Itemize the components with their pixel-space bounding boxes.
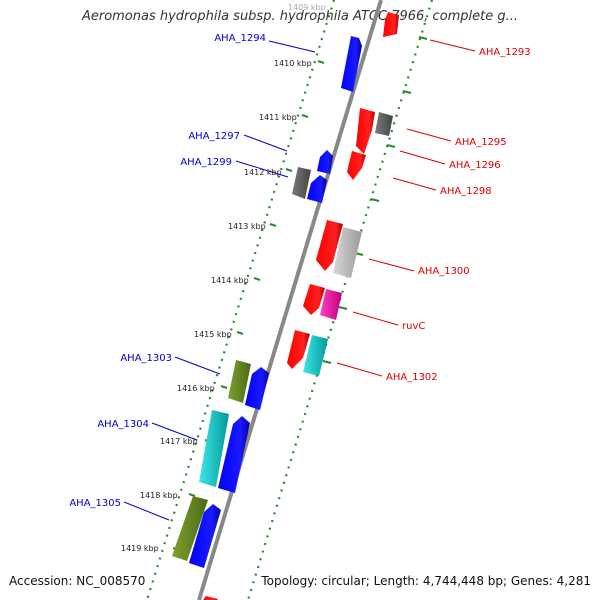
major-tick (188, 493, 196, 497)
leader-line (406, 128, 452, 142)
gene-arrow-aha-1295[interactable] (356, 108, 375, 154)
tick-label: 1415 kbp (194, 330, 232, 339)
gene-label-aha-1297[interactable]: AHA_1297 (188, 131, 240, 142)
gene-arrow-partial[interactable] (203, 596, 218, 600)
gene-label-aha-1296[interactable]: AHA_1296 (449, 160, 501, 171)
gene-label-ruvc[interactable]: ruvC (402, 321, 425, 332)
major-tick (301, 114, 309, 118)
leader-line (399, 150, 446, 165)
gene-arrow-aha-1305-olive[interactable] (172, 496, 208, 561)
leader-line (123, 501, 170, 521)
gene-arrow-ruvc[interactable] (320, 289, 342, 320)
gene-label-aha-1300[interactable]: AHA_1300 (418, 266, 470, 277)
gene-label-aha-1298[interactable]: AHA_1298 (440, 186, 492, 197)
gene-arrow-aha-1295-grey[interactable] (375, 112, 393, 136)
gene-arrow-aha-1294[interactable] (341, 36, 362, 92)
tick-label: 1417 kbp (160, 437, 198, 446)
map-title: Aeromonas hydrophila subsp. hydrophila A… (81, 9, 519, 24)
leader-line (352, 311, 399, 326)
leader-line (235, 160, 289, 178)
major-tick (322, 360, 332, 364)
left-tick-track (145, 0, 336, 600)
gene-arrow-aha-1305[interactable] (189, 504, 221, 568)
leader-line (151, 422, 198, 441)
tick-label: 1413 kbp (228, 222, 266, 231)
major-tick (285, 168, 293, 172)
leader-line (336, 362, 383, 377)
gene-arrow-aha-1299-grey[interactable] (292, 167, 311, 199)
gene-label-aha-1303[interactable]: AHA_1303 (120, 353, 172, 364)
leader-line (429, 39, 476, 52)
gene-arrow-ruvc-red[interactable] (303, 284, 325, 315)
leader-line (174, 356, 221, 375)
leader-line (368, 258, 415, 272)
major-tick (402, 90, 412, 94)
tick-label: 1416 kbp (177, 384, 215, 393)
gene-arrow-aha-1304[interactable] (218, 416, 250, 493)
tick-label: 1414 kbp (211, 276, 249, 285)
gene-label-aha-1293[interactable]: AHA_1293 (479, 47, 531, 58)
tick-label: 1418 kbp (140, 491, 178, 500)
leader-line (268, 40, 316, 53)
major-tick (386, 144, 396, 148)
major-tick (338, 306, 348, 310)
gene-arrow-aha-1303-b[interactable] (245, 367, 269, 410)
major-tick (269, 223, 277, 227)
gene-arrow-aha-1296[interactable] (347, 151, 366, 180)
gene-arrow-aha-1297[interactable] (317, 150, 333, 174)
gene-arrow-aha-1303[interactable] (228, 360, 251, 403)
tick-label: 1411 kbp (259, 113, 297, 122)
gene-label-aha-1302[interactable]: AHA_1302 (386, 372, 438, 383)
tick-label: 1409 kbp (288, 3, 326, 12)
major-tick (370, 198, 380, 202)
gene-arrow-aha-1302[interactable] (303, 335, 328, 376)
gene-arrow-aha-1299[interactable] (307, 175, 327, 203)
major-tick (220, 385, 228, 389)
genome-summary-text: Topology: circular; Length: 4,744,448 bp… (261, 574, 591, 588)
gene-label-aha-1294[interactable]: AHA_1294 (214, 33, 266, 44)
tick-label: 1419 kbp (121, 544, 159, 553)
leader-line (392, 177, 437, 191)
major-tick (317, 60, 325, 64)
gene-label-aha-1304[interactable]: AHA_1304 (97, 419, 149, 430)
tick-label: 1412 kbp (244, 168, 282, 177)
genome-backbone (197, 0, 383, 600)
leader-line (243, 134, 288, 152)
accession-text: Accession: NC_008570 (9, 574, 146, 588)
gene-arrow-aha-1304-cyan[interactable] (199, 410, 229, 487)
gene-label-aha-1305[interactable]: AHA_1305 (69, 498, 121, 509)
major-tick (253, 277, 261, 281)
major-tick (236, 331, 244, 335)
gene-arrow-aha-1302-red[interactable] (287, 330, 310, 369)
gene-arrow-aha-1300-grey[interactable] (333, 227, 362, 278)
gene-label-aha-1299[interactable]: AHA_1299 (180, 157, 232, 168)
gene-arrow-aha-1300[interactable] (316, 220, 343, 271)
major-tick (418, 36, 428, 40)
gene-label-aha-1295[interactable]: AHA_1295 (455, 137, 507, 148)
tick-label: 1410 kbp (274, 59, 312, 68)
gene-arrow-aha-1293[interactable] (383, 12, 399, 37)
